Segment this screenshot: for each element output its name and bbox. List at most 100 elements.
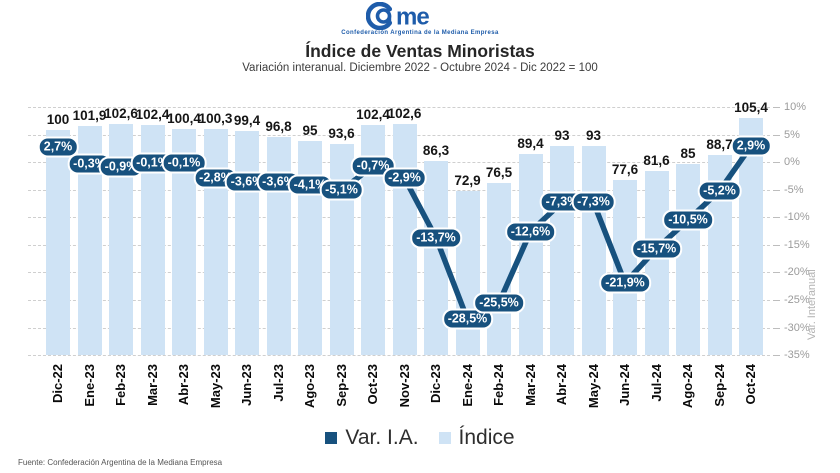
index-bar-value: 100,3 <box>198 111 233 127</box>
index-bar-value: 93 <box>554 127 570 143</box>
chart: 100 Dic-22 101,9 Ene-23 102,6 Feb-23 102,4 Mar-… <box>0 95 840 425</box>
index-bar-value: 105,4 <box>734 99 768 115</box>
index-bar <box>235 131 259 355</box>
var-ia-point-label: -13,7% <box>410 227 462 249</box>
x-axis-label: Oct-24 <box>743 364 758 405</box>
var-ia-line <box>56 144 754 324</box>
axis-tick <box>773 189 780 191</box>
source-note: Fuente: Confederación Argentina de la Me… <box>18 458 223 467</box>
indice-swatch <box>438 432 451 444</box>
axis-tick-label: -5% <box>784 183 804 196</box>
gridline <box>28 355 770 357</box>
var-ia-point-label: -7,3% <box>571 191 616 213</box>
index-bar <box>676 163 700 355</box>
x-axis-label: Nov-23 <box>396 364 412 408</box>
var-ia-point-label: -21,9% <box>599 272 651 294</box>
index-bar-value: 88,7 <box>706 137 733 153</box>
axis-tick-label: 5% <box>784 128 800 141</box>
x-axis-label: Feb-24 <box>491 364 506 406</box>
index-bar <box>644 171 669 355</box>
index-bar-value: 77,6 <box>611 162 639 178</box>
index-bar-value: 102,6 <box>104 106 138 122</box>
x-axis-label: Mar-23 <box>144 364 160 406</box>
var-ia-point-label: -10,5% <box>662 209 714 231</box>
var-ia-point-label: -0,1% <box>161 152 207 174</box>
index-bar <box>329 144 354 355</box>
came-logo-icon: me <box>366 2 430 31</box>
var-ia-point-label: -2,9% <box>382 167 427 189</box>
x-axis-label: Ene-24 <box>459 364 475 407</box>
x-axis-label: Dic-22 <box>50 364 65 404</box>
x-axis-label: May-23 <box>207 364 223 409</box>
axis-tick-label: -20% <box>784 266 810 279</box>
index-bar-value: 102,4 <box>135 106 170 122</box>
legend-item-indice: Índice <box>438 426 515 450</box>
right-axis: 10% 5% 0% -5% -10% -15% -20% -25% -30% -35% <box>770 95 840 395</box>
index-bar-value: 93 <box>585 127 602 143</box>
index-bar-value: 86,3 <box>422 142 450 158</box>
legend: Var. I.A. Índice <box>0 423 840 453</box>
axis-tick <box>773 217 780 219</box>
var-ia-point-label: -28,5% <box>441 308 494 330</box>
x-axis-label: Abr-24 <box>554 364 569 406</box>
var-ia-point-label: 2,7% <box>37 136 79 158</box>
right-axis-title: Var. Interanual <box>806 269 818 341</box>
axis-tick-label: 10% <box>784 101 807 113</box>
axis-tick-label: -30% <box>784 321 810 334</box>
var-ia-point-label: -15,7% <box>630 238 683 260</box>
gridline <box>28 107 770 108</box>
index-bar-value: 76,5 <box>485 164 513 180</box>
var-ia-point-label: -25,5% <box>473 292 525 314</box>
x-axis-label: May-24 <box>585 364 601 409</box>
axis-tick-label: 0% <box>784 156 800 169</box>
axis-tick-label: -15% <box>784 238 810 251</box>
axis-tick <box>773 107 780 108</box>
x-axis-label: Ago-23 <box>302 364 317 409</box>
x-axis-label: Jul-23 <box>270 364 286 402</box>
index-bar-value: 100 <box>46 112 70 127</box>
index-bar <box>581 145 606 355</box>
x-axis-label: Jun-23 <box>239 364 254 406</box>
plot-area: 100 Dic-22 101,9 Ene-23 102,6 Feb-23 102,4 Mar-… <box>28 95 772 408</box>
index-bar-value: 89,4 <box>517 135 544 151</box>
var-ia-point-label: -0,9% <box>98 156 144 178</box>
index-bar-value: 96,8 <box>265 119 292 135</box>
x-axis-label: Abr-23 <box>176 364 191 406</box>
x-axis-label: Sep-24 <box>711 364 727 407</box>
x-axis-label: Sep-23 <box>333 364 349 407</box>
index-bar-value: 101,9 <box>72 107 107 123</box>
axis-tick <box>773 162 780 164</box>
var-ia-point-label: -5,2% <box>697 180 742 202</box>
var-ia-point-label: -5,1% <box>319 179 364 201</box>
legend-label: Índice <box>458 426 515 449</box>
index-bar <box>46 130 70 355</box>
index-bar-value: 102,6 <box>387 106 422 122</box>
x-axis-label: Jul-24 <box>648 364 664 402</box>
x-axis-label: Oct-23 <box>365 364 380 405</box>
index-bar-value: 100,4 <box>167 111 201 127</box>
index-bar-value: 95 <box>302 123 318 139</box>
legend-label: Var. I.A. <box>345 426 419 449</box>
axis-tick <box>773 300 780 302</box>
axis-tick <box>773 355 780 357</box>
index-bar <box>550 145 574 355</box>
came-logo-subtext: Confederación Argentina de la Mediana Em… <box>341 30 499 36</box>
axis-tick-label: -35% <box>784 349 810 362</box>
legend-item-var-ia: Var. I.A. <box>325 426 419 450</box>
axis-tick <box>773 327 780 329</box>
x-axis-label: Dic-23 <box>428 364 443 404</box>
x-axis-label: Ene-23 <box>81 364 97 407</box>
x-axis-label: Ago-24 <box>680 364 695 409</box>
svg-text:me: me <box>396 4 429 31</box>
x-axis-label: Jun-24 <box>617 364 632 406</box>
index-bar-value: 72,9 <box>454 172 481 188</box>
index-bar-value: 102,4 <box>356 106 390 122</box>
var-ia-swatch <box>325 432 338 444</box>
index-bar-value: 81,6 <box>643 153 670 169</box>
chart-title: Índice de Ventas Minoristas <box>305 41 535 61</box>
axis-tick <box>773 244 780 246</box>
var-ia-point-label: -12,6% <box>504 221 557 243</box>
came-logo: me <box>0 2 840 35</box>
x-axis-label: Mar-24 <box>522 364 538 406</box>
